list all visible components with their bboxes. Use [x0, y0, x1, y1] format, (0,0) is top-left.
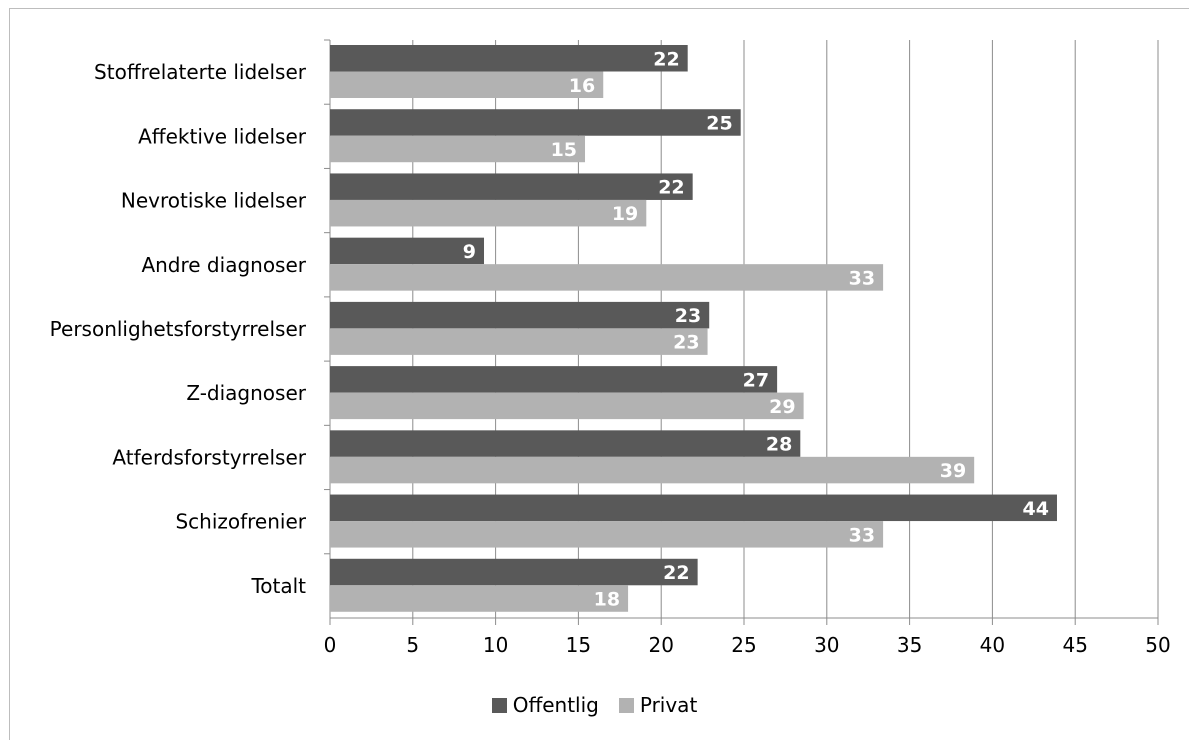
bar-offentlig — [330, 301, 710, 329]
bar-privat — [330, 199, 647, 227]
category-label: Andre diagnoser — [141, 253, 306, 277]
x-tick-label: 0 — [324, 633, 337, 657]
category-label: Z-diagnoser — [186, 381, 306, 405]
legend: Offentlig Privat — [0, 690, 1189, 720]
data-label: 18 — [594, 589, 620, 611]
bar-privat — [330, 521, 884, 548]
x-tick-label: 25 — [731, 633, 756, 657]
x-tick-label: 30 — [814, 633, 839, 657]
data-label: 16 — [569, 75, 595, 97]
bar-privat — [330, 264, 884, 291]
legend-item-privat: Privat — [618, 693, 698, 717]
data-label: 29 — [769, 396, 795, 418]
x-tick-label: 15 — [566, 633, 591, 657]
x-tick-label: 5 — [406, 633, 419, 657]
data-label: 25 — [706, 112, 732, 134]
category-label: Atferdsforstyrrelser — [112, 445, 306, 469]
data-label: 22 — [658, 177, 684, 199]
data-label: 22 — [653, 48, 679, 70]
x-tick-label: 20 — [648, 633, 673, 657]
data-label: 33 — [849, 524, 875, 546]
x-tick-label: 50 — [1145, 633, 1170, 657]
bar-privat — [330, 328, 708, 355]
bar-chart: 0 5 10 15 20 25 30 35 40 45 50 Stoffrelaterte lidel… — [50, 39, 1171, 657]
data-label: 27 — [743, 369, 769, 391]
bar-offentlig — [330, 366, 778, 393]
data-label: 23 — [675, 305, 701, 327]
category-label: Stoffrelaterte lidelser — [94, 60, 307, 84]
legend-label: Offentlig — [512, 693, 599, 717]
bar-privat — [330, 71, 604, 98]
bar-privat — [330, 585, 629, 612]
bar-offentlig — [330, 45, 688, 72]
data-label: 9 — [463, 241, 476, 263]
data-label: 22 — [663, 562, 689, 584]
chart-frame — [9, 8, 1189, 740]
bar-offentlig — [330, 109, 741, 136]
bar-privat — [330, 135, 586, 163]
legend-swatch — [491, 697, 507, 713]
data-label: 39 — [940, 460, 966, 482]
bar-privat — [330, 392, 804, 420]
data-label: 19 — [612, 203, 638, 225]
bar-offentlig — [330, 430, 801, 457]
x-tick-label: 40 — [980, 633, 1005, 657]
x-tick-label: 45 — [1062, 633, 1087, 657]
data-label: 28 — [766, 434, 792, 456]
category-label: Totalt — [250, 574, 306, 598]
data-label: 33 — [849, 267, 875, 289]
legend-swatch — [618, 697, 634, 713]
bar-privat — [330, 456, 975, 484]
data-label: 23 — [673, 332, 699, 354]
bar-offentlig — [330, 237, 485, 265]
category-label: Personlighetsforstyrrelser — [50, 317, 307, 341]
category-label: Schizofrenier — [175, 510, 306, 534]
bar-offentlig — [330, 558, 698, 586]
x-tick-label: 10 — [483, 633, 508, 657]
legend-label: Privat — [639, 693, 698, 717]
bar-offentlig — [330, 494, 1057, 522]
bar-offentlig — [330, 173, 693, 200]
category-label: Affektive lidelser — [138, 124, 307, 148]
legend-item-offentlig: Offentlig — [491, 693, 599, 717]
data-label: 15 — [551, 139, 577, 161]
x-tick-label: 35 — [897, 633, 922, 657]
data-label: 44 — [1023, 498, 1049, 520]
category-label: Nevrotiske lidelser — [121, 189, 307, 213]
